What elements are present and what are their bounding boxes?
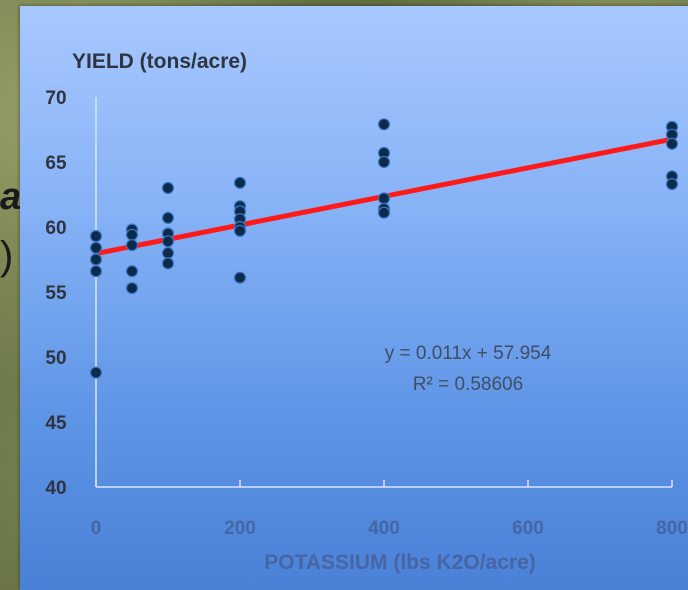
data-point — [125, 265, 139, 278]
x-axis-title: POTASSIUM (lbs K2O/acre) — [264, 551, 536, 574]
x-tick-label: 800 — [656, 518, 688, 539]
data-point — [161, 246, 175, 260]
data-point — [233, 176, 247, 189]
y-tick-label: 40 — [45, 478, 66, 499]
data-point — [125, 282, 139, 295]
data-point — [89, 253, 103, 266]
x-tick-label: 0 — [91, 518, 102, 539]
data-point — [89, 230, 103, 243]
data-point — [161, 211, 175, 224]
y-tick-label: 50 — [45, 348, 66, 369]
trendline-equation: y = 0.011x + 57.954 — [385, 343, 552, 364]
y-axis-title: YIELD (tons/acre) — [72, 50, 247, 73]
y-tick-label: 65 — [45, 153, 67, 174]
data-point — [665, 137, 679, 150]
data-point — [377, 155, 391, 169]
data-point — [161, 235, 175, 248]
data-point — [665, 178, 679, 191]
background-text-fragment-2: ) — [0, 234, 14, 278]
data-point — [125, 228, 139, 241]
y-tick-label: 70 — [45, 88, 66, 109]
trendline-r-squared: R² = 0.58606 — [413, 374, 523, 395]
chart-panel: 70 65 60 55 50 45 40 0 200 400 600 800 YIELD (tons/a… — [20, 6, 688, 590]
data-point — [377, 206, 391, 219]
data-point — [233, 224, 247, 237]
data-point — [125, 239, 139, 252]
data-point — [377, 118, 391, 131]
x-tick-label: 600 — [512, 518, 544, 539]
data-point — [377, 192, 391, 205]
data-point — [161, 181, 175, 195]
data-point — [89, 265, 103, 278]
data-point — [89, 366, 103, 379]
y-tick-label: 45 — [45, 413, 67, 434]
y-tick-label: 55 — [45, 283, 67, 304]
y-tick-label: 60 — [45, 218, 66, 239]
background-text-fragment: a — [0, 176, 22, 218]
data-point — [233, 271, 247, 284]
x-tick-label: 400 — [368, 518, 400, 539]
x-tick-label: 200 — [224, 518, 256, 539]
data-point — [161, 257, 175, 270]
data-point — [89, 241, 103, 254]
